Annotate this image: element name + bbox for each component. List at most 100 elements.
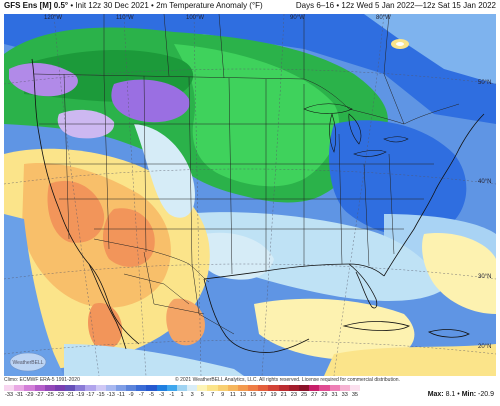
map-title: GFS Ens [M] 0.5° • Init 12z 30 Dec 2021 … (4, 1, 263, 10)
rockies-light-band (134, 124, 195, 218)
us-mexico-border (93, 238, 210, 283)
gulf-warm-patch (254, 298, 415, 361)
colorbar-segment (115, 385, 127, 391)
hot-core-nevada (47, 180, 105, 243)
model-name: GFS Ens [M] 0.5° (4, 1, 69, 10)
northeast-light-region (364, 14, 496, 84)
colorbar-segment (319, 385, 330, 391)
max-min-readout: Max: 8.1 • Min: -20.9 (428, 391, 494, 398)
pacific-offshore-blue (4, 214, 64, 376)
state-line-5 (228, 77, 233, 275)
colorbar-segment (95, 385, 106, 391)
colorbar-segment (105, 385, 116, 391)
colorbar-segment (14, 385, 25, 391)
lat-label-50n: 50°N (478, 80, 492, 86)
mexico-state-3 (123, 273, 190, 305)
mexico-state-1 (143, 251, 205, 315)
colorbar-tick-label: 11 (229, 392, 236, 398)
colorbar-tick-label: -3 (159, 392, 165, 398)
colorbar-segment (248, 385, 259, 391)
min-label: Min: (461, 391, 477, 398)
title-separator-2: • (151, 1, 154, 10)
colorbar-segment (136, 385, 147, 391)
colorbar-segment (217, 385, 228, 391)
max-value: 8.1 (445, 391, 456, 398)
colorbar-tick-label: 15 (250, 392, 257, 398)
caribbean-warm-patch (324, 344, 496, 376)
mexico-state-2 (191, 263, 235, 335)
valid-time: Days 6–16 • 12z Wed 5 Jan 2022—12z Sat 1… (295, 1, 496, 10)
map-header: GFS Ens [M] 0.5° • Init 12z 30 Dec 2021 … (0, 0, 500, 14)
colorbar-segment (166, 385, 177, 391)
borders (33, 14, 460, 335)
colorbar-segment (44, 385, 55, 391)
colorbar-tick-label: 7 (210, 392, 215, 398)
colorbar-segment (126, 385, 137, 391)
colorbar-tick-label: -25 (45, 392, 54, 398)
colorbar-tick-label: -11 (117, 392, 125, 398)
hot-core-mexico (166, 298, 205, 346)
weatherbell-logo-svg: WeatherBELL (9, 352, 47, 372)
west-coast (31, 58, 140, 345)
colorbar-segment (268, 385, 279, 391)
colorbar-segment (146, 385, 157, 391)
colorbar-tick-label: -23 (55, 392, 64, 398)
hispaniola (427, 329, 470, 338)
colorbar-tick-label: 19 (270, 392, 277, 398)
max-min-separator: • (457, 391, 460, 398)
purple-cold-pocket-2 (111, 79, 190, 123)
canada-province-3 (218, 14, 225, 79)
colorbar-tick-label: 1 (180, 392, 184, 398)
lake-michigan (329, 113, 337, 153)
colorbar-tick-label: 3 (190, 392, 194, 398)
graticule-lon-90 (261, 14, 285, 376)
southern-near-normal (184, 212, 444, 301)
state-line-4 (188, 76, 193, 265)
colorbar-segment (207, 385, 218, 391)
colorbar-segment (339, 385, 350, 391)
cuba (342, 321, 410, 331)
graticule-lat-40 (4, 168, 496, 185)
anomaly-map-svg (4, 14, 496, 376)
eastern-blue-region (329, 120, 467, 237)
colorbar-segment (349, 385, 361, 391)
graticule-lat-30 (4, 263, 496, 280)
colorbar-tick-label: 23 (290, 392, 298, 398)
title-separator-1: • (70, 1, 74, 10)
colorbar-segment (197, 385, 208, 391)
state-line-1 (63, 73, 70, 240)
lon-label-90w: 90°W (290, 15, 305, 21)
colorbar-tick-label: 31 (331, 392, 338, 398)
colorbar-tick-label: 5 (200, 392, 204, 398)
colorbar-segment (4, 385, 15, 391)
colorbar-segment (24, 385, 35, 391)
graticule-lat-20 (4, 340, 496, 355)
graticule-lon-100 (193, 14, 202, 376)
atlantic-warm-patch (422, 233, 496, 314)
colorbar-tick-label: 17 (260, 392, 267, 398)
colorbar-segment (309, 385, 320, 391)
colorbar-tick-label: -5 (149, 392, 154, 398)
quebec-warm-core (396, 42, 404, 46)
colorbar-tick-label: -13 (106, 392, 115, 398)
state-line-10 (388, 153, 395, 255)
south-pacific-light (64, 344, 244, 376)
texas-light (199, 232, 274, 280)
colorbar-tick-label: 21 (280, 392, 287, 398)
max-label: Max: (427, 391, 444, 398)
graticule-lat-50 (4, 68, 496, 85)
colorbar-segment (156, 385, 167, 391)
colorbar-segment (176, 385, 188, 391)
colorbar-segment (278, 385, 289, 391)
colorbar-tick-label: -33 (5, 392, 14, 398)
colorbar-tick-label: 33 (341, 392, 348, 398)
lon-label-100w: 100°W (186, 15, 205, 21)
weatherbell-logo: WeatherBELL (8, 351, 48, 373)
lake-erie (353, 149, 387, 157)
colorbar-tick-label: -21 (66, 392, 75, 398)
lon-label-120w: 120°W (44, 15, 63, 21)
colorbar-tick-label: 25 (300, 392, 308, 398)
florida (348, 263, 378, 309)
colorbar-segment (75, 385, 86, 391)
init-time: Init 12z 30 Dec 2021 (75, 1, 149, 10)
